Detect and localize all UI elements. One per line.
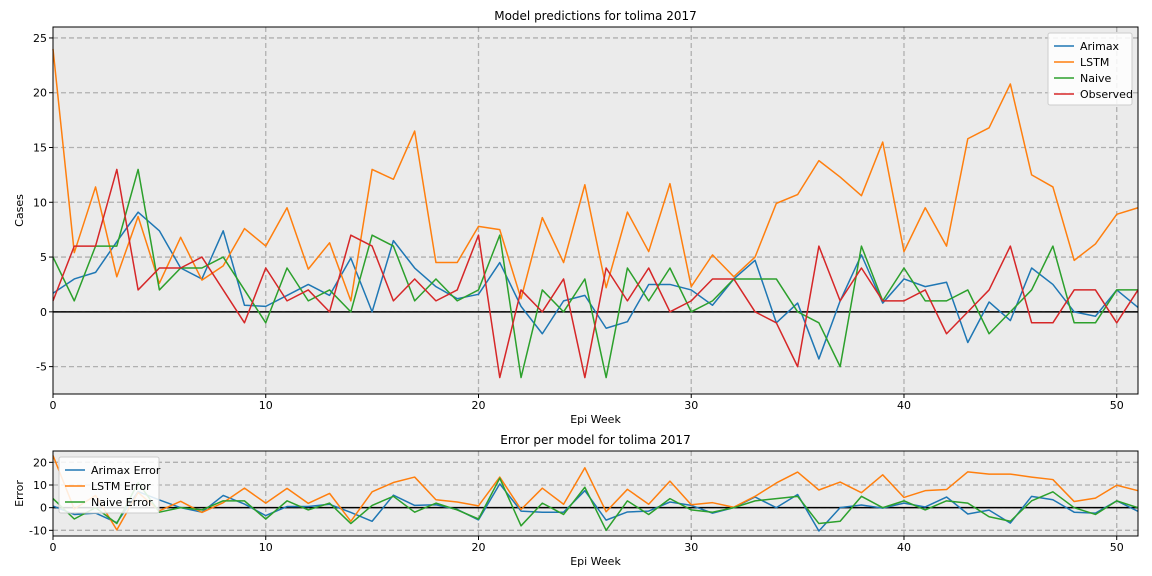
predictions-x-label: Epi Week [570,413,621,426]
error-x-label: Epi Week [570,555,621,568]
y-tick-label: 15 [33,142,47,155]
x-tick-label: 10 [259,399,273,412]
legend-entry: Observed [1080,88,1133,101]
y-tick-label: 0 [40,306,47,319]
y-tick-label: 10 [33,479,47,492]
error-frame [52,450,1139,537]
legend-entry: LSTM Error [91,480,151,493]
y-tick-label: 0 [40,502,47,515]
naive-line [52,168,1138,379]
y-tick-label: -5 [36,361,47,374]
predictions-title: Model predictions for tolima 2017 [494,9,697,23]
y-tick-label: 10 [33,196,47,209]
legend-entry: Naive [1080,72,1112,85]
error-series [52,455,1139,532]
error-legend: Arimax Error LSTM Error Naive Error [58,456,161,514]
lstm-line [52,48,1139,302]
y-tick-label: 25 [33,32,47,45]
error-title: Error per model for tolima 2017 [500,433,690,447]
x-tick-label: 20 [471,541,485,554]
y-tick-label: 20 [33,87,47,100]
y-tick-label: 5 [40,251,47,264]
x-tick-label: 30 [684,541,698,554]
error-y-label: Error [13,480,26,507]
predictions-chart: 0 10 20 30 40 50 -5 0 5 10 15 20 25 Model predictio… [13,9,1139,426]
predictions-y-label: Cases [13,194,26,227]
error-x-ticks: 0 10 20 30 40 50 [50,536,1124,554]
legend-box [1047,32,1133,106]
lstm-error-line [52,455,1139,531]
arimax-error-line [52,483,1139,532]
naive-error-line [52,477,1139,532]
predictions-legend: Arimax LSTM Naive Observed [1047,32,1133,106]
arimax-line [52,211,1139,360]
x-tick-label: 0 [50,541,57,554]
y-tick-label: -10 [29,524,47,537]
predictions-plot-area [53,27,1138,394]
legend-box [58,456,160,514]
error-plot-area [53,451,1138,536]
predictions-y-ticks: -5 0 5 10 15 20 25 [33,32,53,374]
observed-line [52,168,1139,379]
x-tick-label: 40 [897,399,911,412]
legend-entry: Arimax Error [91,464,161,477]
error-y-ticks: -10 0 10 20 [29,456,53,537]
legend-entry: Naive Error [91,496,153,509]
predictions-x-ticks: 0 10 20 30 40 50 [50,394,1124,412]
x-tick-label: 50 [1110,541,1124,554]
predictions-frame [52,26,1139,395]
x-tick-label: 20 [471,399,485,412]
x-tick-label: 50 [1110,399,1124,412]
legend-entry: Arimax [1080,40,1120,53]
x-tick-label: 30 [684,399,698,412]
x-tick-label: 40 [897,541,911,554]
x-tick-label: 0 [50,399,57,412]
legend-entry: LSTM [1080,56,1109,69]
x-tick-label: 10 [259,541,273,554]
predictions-series [52,48,1139,379]
y-tick-label: 20 [33,456,47,469]
